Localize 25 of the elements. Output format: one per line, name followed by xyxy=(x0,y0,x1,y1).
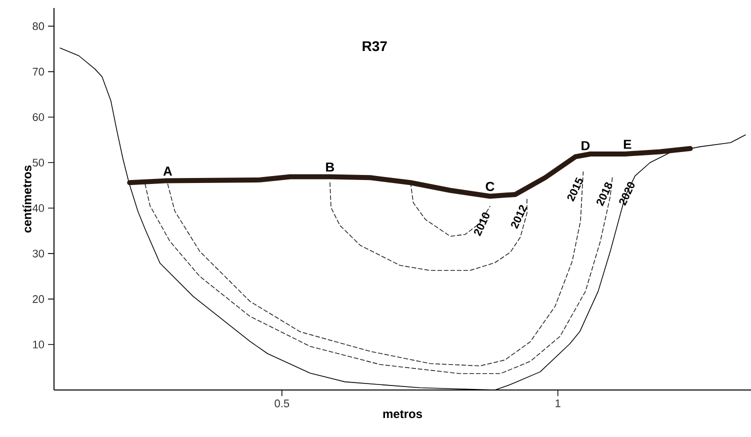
annotation: B xyxy=(326,162,334,172)
x-tick-label: 0.5 xyxy=(274,400,290,408)
annotation: A xyxy=(163,166,172,176)
y-tick-label: 20 xyxy=(32,295,44,303)
y-tick-label: 40 xyxy=(32,204,44,212)
line-series xyxy=(144,176,613,374)
y-axis-title: centímetros xyxy=(22,165,32,233)
line-series xyxy=(330,182,528,271)
y-tick-label: 10 xyxy=(33,340,44,348)
text: 2010 xyxy=(474,212,490,236)
text: 2012 xyxy=(511,205,528,229)
x-axis-title: metros xyxy=(383,410,422,418)
text: 2018 xyxy=(596,182,612,206)
y-tick-label: 30 xyxy=(32,250,44,258)
y-tick-label: 70 xyxy=(32,68,44,76)
annotation: E xyxy=(624,140,632,149)
y-tick-label: 80 xyxy=(32,22,44,30)
y-tick-label: 50 xyxy=(32,158,44,167)
annotation: D xyxy=(582,141,590,150)
y-tick-label: 60 xyxy=(32,113,44,122)
annotation: C xyxy=(486,182,494,192)
text: 2015 xyxy=(567,177,583,202)
text: 2020 xyxy=(619,182,635,206)
x-tick-label: 1 xyxy=(556,400,560,408)
text: R37 xyxy=(362,41,387,52)
